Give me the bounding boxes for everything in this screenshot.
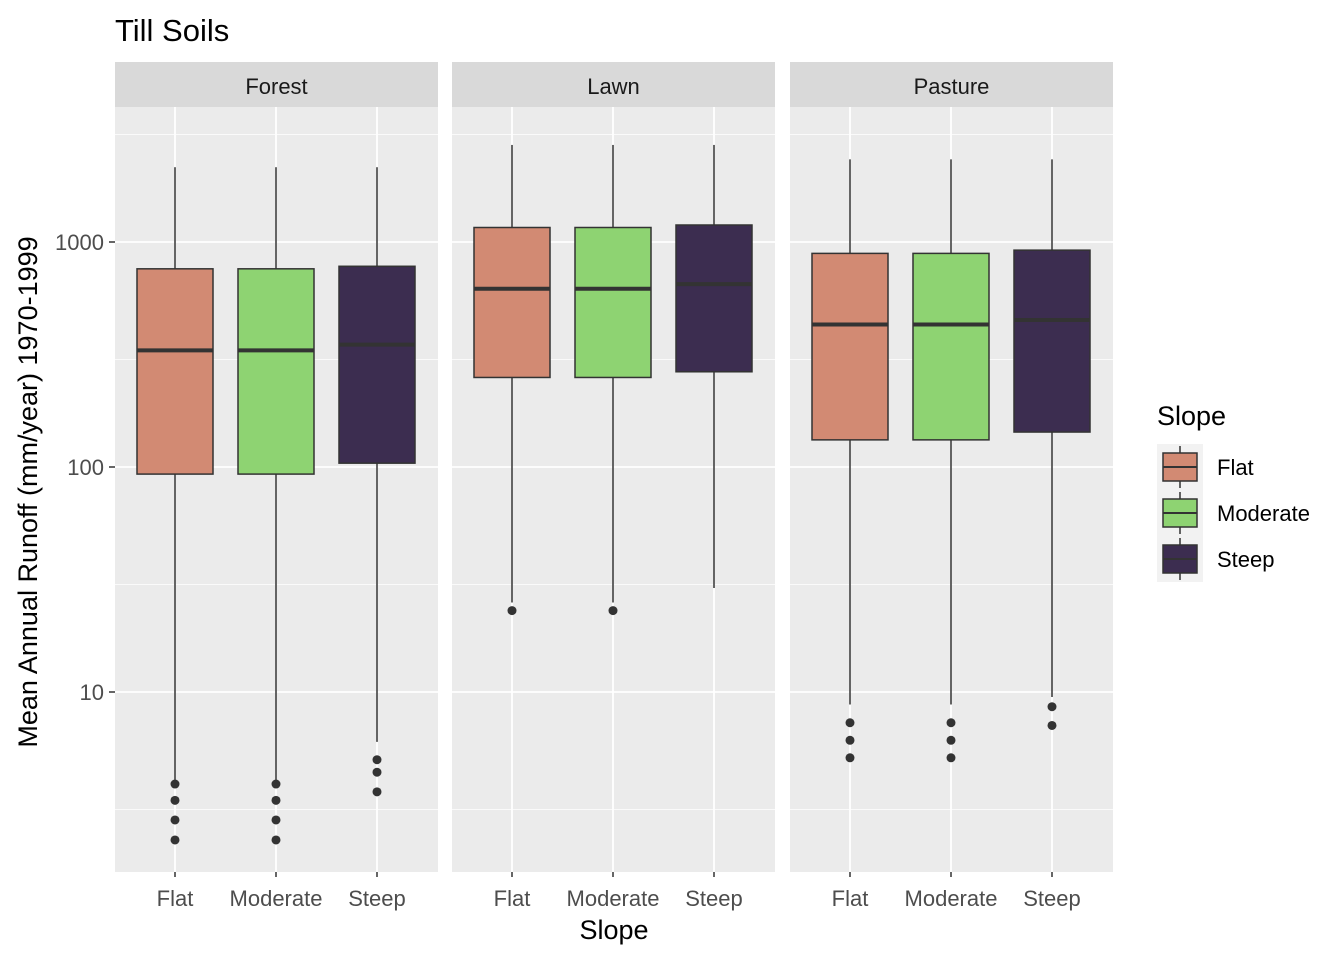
facet-label: Pasture [914, 74, 990, 99]
x-tick-label: Steep [1023, 886, 1081, 911]
box-moderate [237, 167, 315, 845]
box-body [912, 252, 990, 441]
box-moderate [574, 144, 652, 616]
y-tick-label: 1000 [55, 230, 104, 255]
facet-pasture: Pasture Flat Moderate Steep [790, 62, 1113, 911]
facet-strip [790, 62, 1113, 107]
box-body [237, 268, 315, 475]
box-body [338, 265, 416, 464]
outlier-point [845, 753, 855, 763]
box-body [675, 224, 753, 373]
outlier-point [170, 835, 180, 845]
legend-label: Steep [1217, 547, 1275, 572]
facet-forest: Forest Flat Moderate Steep [115, 62, 438, 911]
outlier-point [372, 767, 382, 777]
x-tick-label: Flat [494, 886, 531, 911]
box-body [574, 226, 652, 379]
x-tick-label: Steep [685, 886, 743, 911]
outlier-point [507, 606, 517, 616]
box-flat [811, 159, 889, 763]
x-tick-label: Moderate [230, 886, 323, 911]
legend-label: Moderate [1217, 501, 1310, 526]
outlier-point [271, 779, 281, 789]
outlier-point [845, 718, 855, 728]
legend-key-moderate: Moderate [1157, 490, 1310, 536]
box-steep [1013, 159, 1091, 730]
facet-strip [115, 62, 438, 107]
outlier-point [845, 735, 855, 745]
box-steep [675, 144, 753, 588]
x-tick-label: Moderate [567, 886, 660, 911]
box-body [1013, 249, 1091, 433]
outlier-point [170, 779, 180, 789]
legend-title: Slope [1157, 401, 1226, 431]
x-tick-label: Steep [348, 886, 406, 911]
x-tick-label: Flat [832, 886, 869, 911]
outlier-point [608, 606, 618, 616]
outlier-point [170, 795, 180, 805]
legend-label: Flat [1217, 455, 1254, 480]
y-tick-label: 10 [80, 680, 104, 705]
outlier-point [946, 753, 956, 763]
facet-label: Forest [245, 74, 307, 99]
box-body [473, 226, 551, 379]
outlier-point [271, 815, 281, 825]
x-axis-title: Slope [579, 915, 648, 945]
box-body [811, 252, 889, 441]
legend: Slope Flat Moderate Steep [1157, 401, 1310, 582]
box-steep [338, 167, 416, 797]
outlier-point [372, 787, 382, 797]
chart-title: Till Soils [115, 13, 229, 48]
x-tick-label: Flat [157, 886, 194, 911]
box-flat [136, 167, 214, 845]
outlier-point [1047, 720, 1057, 730]
facet-label: Lawn [587, 74, 640, 99]
facet-panels: Forest Flat Moderate Steep Lawn Flat Moderate S… [115, 62, 1113, 911]
y-axis: 10 100 1000 [55, 230, 115, 705]
outlier-point [372, 755, 382, 765]
facet-lawn: Lawn Flat Moderate Steep [452, 62, 775, 911]
outlier-point [170, 815, 180, 825]
outlier-point [946, 735, 956, 745]
outlier-point [271, 835, 281, 845]
outlier-point [1047, 702, 1057, 712]
facet-strip [452, 62, 775, 107]
y-axis-title: Mean Annual Runoff (mm/year) 1970-1999 [13, 236, 43, 747]
box-flat [473, 144, 551, 616]
y-tick-label: 100 [67, 455, 104, 480]
legend-key-steep: Steep [1157, 536, 1275, 582]
outlier-point [271, 795, 281, 805]
outlier-point [946, 718, 956, 728]
x-tick-label: Moderate [905, 886, 998, 911]
box-body [136, 268, 214, 475]
legend-key-flat: Flat [1157, 444, 1254, 490]
box-moderate [912, 159, 990, 763]
